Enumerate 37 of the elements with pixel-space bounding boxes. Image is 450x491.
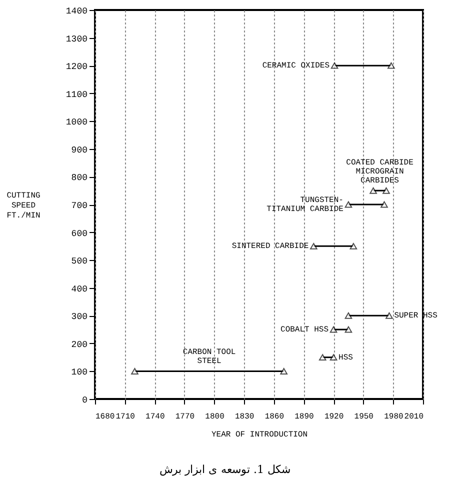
x-tick-label: 1740 xyxy=(146,412,165,422)
y-tick-label: 900 xyxy=(71,145,88,156)
series-label: TUNGSTEN- TITANIUM CARBIDE xyxy=(266,196,344,214)
x-tick-label: 1950 xyxy=(354,412,374,422)
y-tick-label: 100 xyxy=(71,368,88,378)
y-tick-label: 1200 xyxy=(66,62,88,72)
y-tick-label: 500 xyxy=(71,256,88,267)
text: COATED CARBIDE MICROGRAIN CARBIDES xyxy=(346,158,414,186)
x-tick-label: 1770 xyxy=(175,412,195,422)
y-tick-label: 200 xyxy=(71,340,88,350)
y-tick-label: 300 xyxy=(71,312,88,322)
x-tick-label: 1980 xyxy=(384,412,404,422)
series-label: CERAMIC OXIDES xyxy=(262,62,330,71)
x-tick-label: 1710 xyxy=(116,412,136,422)
x-axis-title: YEAR OF INTRODUCTION xyxy=(211,430,308,440)
y-tick-label: 400 xyxy=(71,284,88,294)
y-axis-title: CUTTING SPEED FT./MIN xyxy=(6,192,40,220)
text: شکل 1. توسعه ی ابزار برش xyxy=(158,463,292,476)
y-tick-label: 600 xyxy=(71,228,88,239)
y-tick-label: 1300 xyxy=(66,34,88,44)
y-tick-label: 800 xyxy=(71,173,88,184)
y-tick-label: 1000 xyxy=(66,118,88,128)
x-tick-label: 1890 xyxy=(294,412,314,422)
series-label: CARBON TOOL STEEL xyxy=(182,348,236,366)
series-label: HSS xyxy=(338,353,354,362)
y-tick-label: 0 xyxy=(82,396,88,406)
y-tick-label: 700 xyxy=(71,201,88,211)
x-tick-label: 2010 xyxy=(404,412,424,422)
x-tick-label: 1920 xyxy=(324,412,344,422)
x-tick-label: 1860 xyxy=(264,412,284,422)
x-tick-label: 1830 xyxy=(234,412,254,422)
series-label: SINTERED CARBIDE xyxy=(232,242,309,252)
y-tick-label: 1400 xyxy=(66,6,88,16)
y-tick-label: 1100 xyxy=(66,90,88,100)
x-tick-label: 1800 xyxy=(205,412,225,422)
series-label: COBALT HSS xyxy=(280,326,329,335)
x-tick-label: 1680 xyxy=(96,412,115,422)
